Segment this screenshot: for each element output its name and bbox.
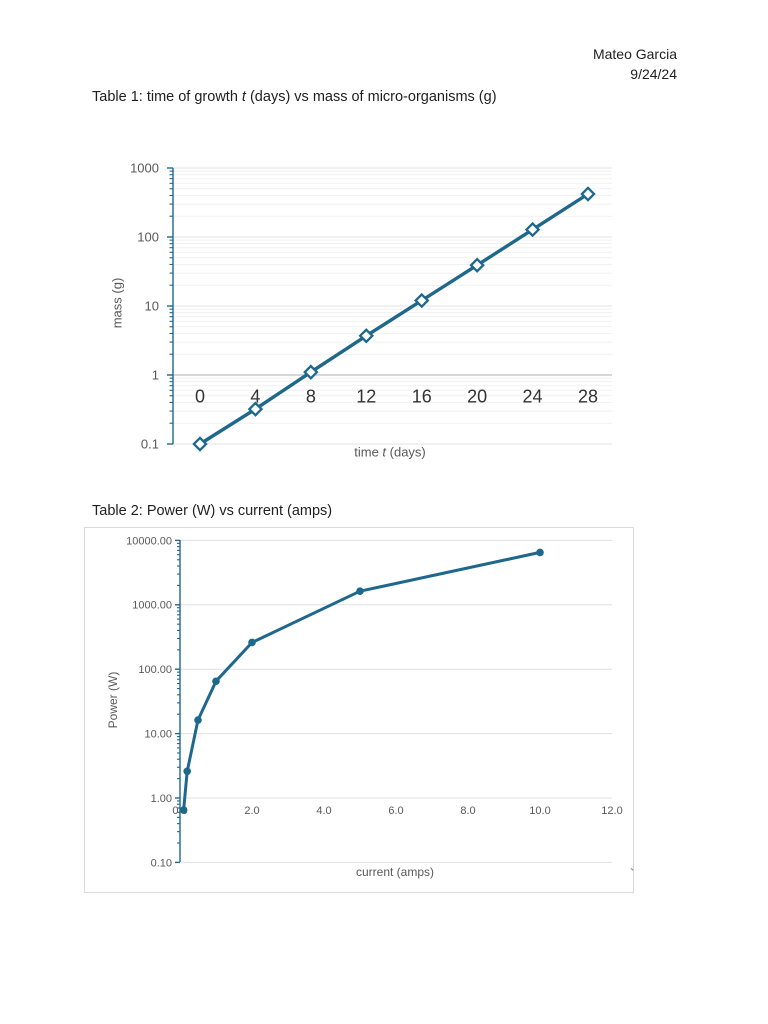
x-tick-label: 8 xyxy=(306,386,316,406)
x-tick-label: 4 xyxy=(250,386,260,406)
table2-caption: Table 2: Power (W) vs current (amps) xyxy=(92,503,333,519)
chart1-y-axis-title: mass (g) xyxy=(109,277,125,329)
y-tick-label: 10000.00 xyxy=(126,535,172,547)
data-point-marker xyxy=(247,401,264,417)
data-point-marker xyxy=(194,716,202,724)
y-tick-label: 1000 xyxy=(130,161,159,176)
x-tick-label: 8.0 xyxy=(460,805,475,817)
y-tick-label: 100 xyxy=(137,230,159,245)
x-tick-label: 28 xyxy=(578,386,598,406)
x-tick-label: 10.0 xyxy=(529,805,550,817)
data-point-marker xyxy=(192,436,208,452)
y-tick-label: 100.00 xyxy=(138,664,172,676)
y-tick-label: 0.1 xyxy=(141,437,159,452)
data-point-marker xyxy=(356,587,364,596)
data-point-marker xyxy=(248,638,256,647)
x-tick-label: 12.0 xyxy=(601,805,622,817)
chart-table1: 0.1 1 10 100 1000 0 4 8 12 16 20 24 28 xyxy=(130,161,612,452)
x-tick-label: 0 xyxy=(195,386,205,406)
y-tick-label: 10.00 xyxy=(144,728,172,740)
chart2-y-axis-title: Power (W) xyxy=(106,671,120,729)
x-tick-label: 12 xyxy=(356,386,376,406)
data-point-marker xyxy=(183,767,191,776)
table1-caption-text: Table 1: time of growth xyxy=(92,89,242,105)
series-line xyxy=(198,192,590,446)
chart1-x-title-italic-t: t xyxy=(382,444,387,460)
table1-caption: Table 1: time of growth t (days) vs mass… xyxy=(92,89,497,105)
table1-caption-text-2: (days) vs mass of micro-organisms (g) xyxy=(245,89,497,105)
x-tick-label: 24 xyxy=(523,386,543,406)
document-date: 9/24/24 xyxy=(630,66,677,82)
x-tick-label: 16 xyxy=(412,386,432,406)
table1-caption-italic-t: t xyxy=(241,89,246,105)
data-point-marker xyxy=(358,328,374,344)
chart2-x-axis-title: current (amps) xyxy=(355,865,435,879)
y-tick-label: 1000.00 xyxy=(132,600,172,612)
chart-resize-artifact-glyph: ` xyxy=(630,866,635,881)
data-point-marker xyxy=(469,257,485,273)
author-name: Mateo Garcia xyxy=(592,46,677,62)
y-tick-label: 1.00 xyxy=(151,793,172,805)
y-tick-label: 0.10 xyxy=(151,857,172,869)
data-point-marker xyxy=(414,292,430,309)
x-tick-label: 6.0 xyxy=(388,805,403,817)
data-point-marker xyxy=(524,221,541,238)
y-tick-label: 1 xyxy=(152,368,159,383)
chart-table2: 0.101.0010.00100.001000.0010000.000.02.0… xyxy=(126,535,623,869)
chart1-x-title-text-2: (days) xyxy=(386,444,426,460)
data-point-marker xyxy=(303,364,319,380)
chart1-x-title-text: time xyxy=(354,444,383,460)
x-tick-label: 4.0 xyxy=(316,805,331,817)
data-point-marker xyxy=(580,186,596,202)
data-point-marker xyxy=(536,548,544,557)
data-point-marker xyxy=(212,677,220,686)
y-tick-label: 10 xyxy=(145,299,159,314)
x-tick-label: 2.0 xyxy=(244,805,259,817)
header-block: Mateo Garcia 9/24/24 xyxy=(593,44,677,84)
chart1-x-axis-title: time t (days) xyxy=(354,445,426,460)
data-point-marker xyxy=(179,806,188,814)
x-tick-label: 20 xyxy=(467,386,487,406)
